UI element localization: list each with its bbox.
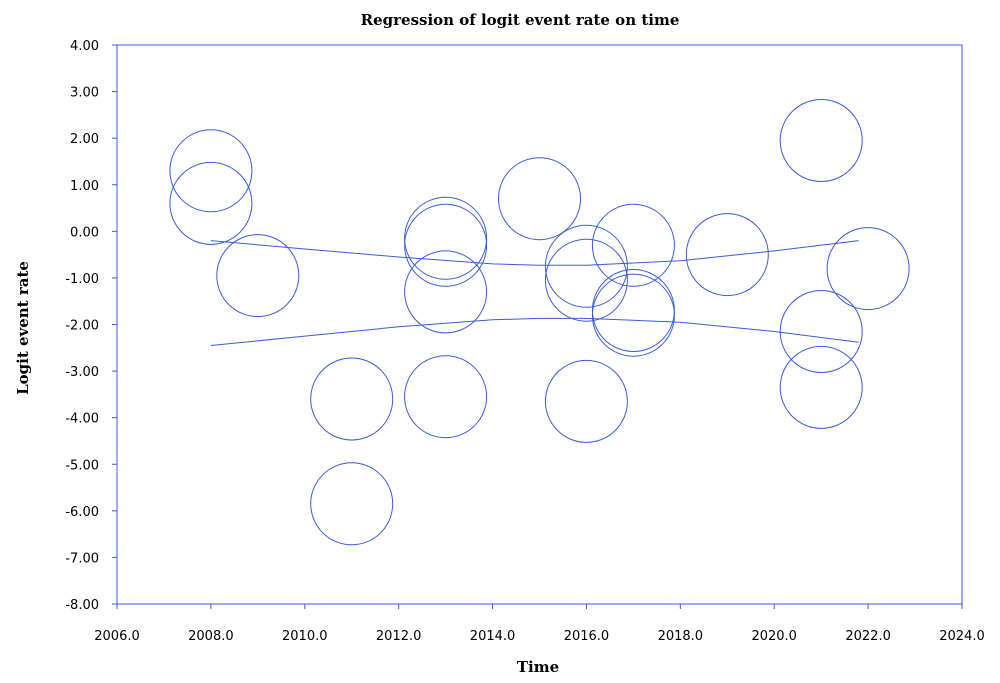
data-point xyxy=(310,462,394,546)
data-point xyxy=(169,129,253,213)
x-tick-label: 2016.0 xyxy=(564,629,610,644)
data-point xyxy=(310,357,394,441)
data-point xyxy=(498,157,581,241)
data-point xyxy=(216,234,300,318)
x-tick-label: 2018.0 xyxy=(658,629,704,644)
y-tick-label: 1.00 xyxy=(70,179,99,194)
x-tick-label: 2010.0 xyxy=(282,629,328,644)
data-point xyxy=(779,99,863,182)
data-point xyxy=(591,203,675,287)
x-tick-label: 2022.0 xyxy=(845,629,891,644)
y-tick-label: -7.00 xyxy=(65,551,99,566)
data-point xyxy=(779,290,863,373)
data-point xyxy=(591,273,675,357)
data-point xyxy=(404,355,488,439)
x-tick-label: 2012.0 xyxy=(376,629,422,644)
x-axis-label: Time xyxy=(517,658,559,676)
y-tick-label: -2.00 xyxy=(65,319,99,334)
y-tick-label: -3.00 xyxy=(65,365,99,380)
y-axis-label: Logit event rate xyxy=(14,261,32,395)
data-point xyxy=(544,359,628,443)
data-points xyxy=(169,99,910,546)
data-point xyxy=(404,203,488,287)
y-tick-label: -5.00 xyxy=(65,458,99,473)
confidence-band xyxy=(210,240,859,346)
x-tick-label: 2024.0 xyxy=(939,629,985,644)
confidence-band-lower xyxy=(210,317,859,346)
y-tick-label: -8.00 xyxy=(65,598,99,613)
plot-area-frame xyxy=(116,44,963,605)
x-tick-label: 2020.0 xyxy=(751,629,797,644)
data-point xyxy=(404,250,488,334)
x-tick-label: 2014.0 xyxy=(470,629,516,644)
y-tick-label: 0.00 xyxy=(70,225,99,240)
data-point xyxy=(169,161,253,245)
data-point xyxy=(591,269,675,352)
y-axis: 4.00 3.00 2.00 1.00 0.00 -1.00 -2.00 -3.00 -4.00… xyxy=(65,39,117,613)
x-tick-label: 2006.0 xyxy=(94,629,140,644)
x-axis: 2006.0 2008.0 2010.0 2012.0 2014.0 2016.0 2018… xyxy=(94,604,985,644)
x-tick-label: 2008.0 xyxy=(188,629,234,644)
data-point xyxy=(404,196,488,280)
chart-title: Regression of logit event rate on time xyxy=(361,11,680,29)
data-point xyxy=(826,227,910,311)
data-point xyxy=(544,224,628,308)
data-point xyxy=(685,213,769,297)
y-tick-label: 3.00 xyxy=(70,86,99,101)
y-tick-label: -4.00 xyxy=(65,412,99,427)
confidence-band-upper xyxy=(210,240,859,266)
y-tick-label: 4.00 xyxy=(70,39,99,54)
y-tick-label: 2.00 xyxy=(70,132,99,147)
y-tick-label: -1.00 xyxy=(65,272,99,287)
data-point xyxy=(544,238,628,322)
data-point xyxy=(779,345,863,429)
y-tick-label: -6.00 xyxy=(65,505,99,520)
